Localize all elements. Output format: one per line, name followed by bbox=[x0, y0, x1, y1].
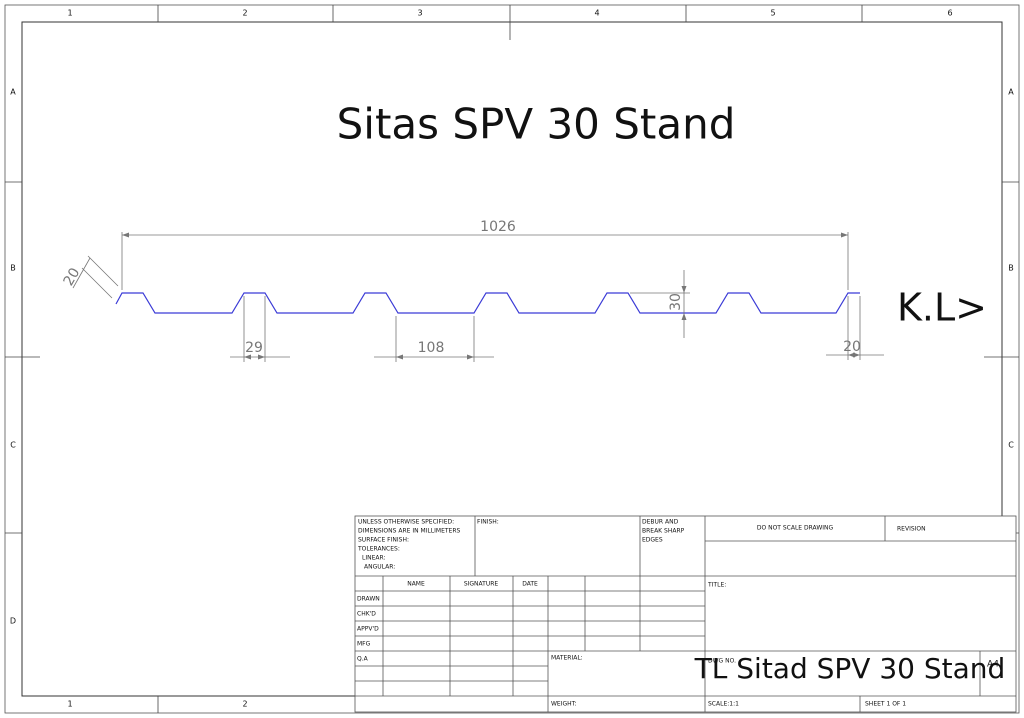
note-text: DIMENSIONS ARE IN MILLIMETERS bbox=[358, 528, 460, 535]
field-label: BREAK SHARP bbox=[642, 528, 685, 535]
drawing-title: Sitas SPV 30 Stand bbox=[337, 100, 736, 149]
zone-column-label: 2 bbox=[242, 700, 247, 709]
dimension-label: 30 bbox=[668, 293, 684, 311]
field-label: DO NOT SCALE DRAWING bbox=[757, 525, 834, 532]
profile bbox=[115, 292, 860, 314]
row-label: Q.A bbox=[357, 656, 369, 663]
dimension-arrow bbox=[244, 354, 251, 360]
field-label: FINISH: bbox=[477, 519, 499, 526]
drawing-number: TL Sitad SPV 30 Stand bbox=[694, 652, 1006, 685]
dimension-arrow bbox=[396, 354, 403, 360]
row-label: DRAWN bbox=[357, 596, 380, 603]
dimension-arrow bbox=[467, 354, 474, 360]
zone-row-label: D bbox=[10, 617, 16, 626]
dimension-arrow bbox=[122, 232, 129, 238]
title-block bbox=[354, 515, 1017, 713]
zone-row-label: B bbox=[1008, 264, 1014, 273]
note-text: TOLERANCES: bbox=[357, 546, 400, 553]
field-label: SHEET 1 OF 1 bbox=[865, 701, 906, 708]
field-label: MATERIAL: bbox=[551, 655, 583, 662]
zone-column-label: 1 bbox=[67, 700, 72, 709]
field-label: DWG NO. bbox=[708, 658, 736, 665]
extension-line bbox=[81, 267, 113, 299]
extension-line bbox=[87, 255, 119, 287]
outer-border bbox=[4, 4, 1020, 714]
note-text: LINEAR: bbox=[362, 555, 386, 562]
zone-column-label: 3 bbox=[417, 9, 422, 18]
dimension-arrow bbox=[681, 286, 687, 293]
row-label: APPV'D bbox=[357, 626, 379, 633]
dimension-label: 20 bbox=[61, 265, 84, 288]
row-label: CHK'D bbox=[357, 611, 376, 618]
dimension-label: 29 bbox=[245, 340, 263, 356]
field-label: SCALE:1:1 bbox=[708, 701, 739, 708]
column-header: NAME bbox=[407, 581, 425, 588]
zone-row-label: A bbox=[10, 88, 16, 97]
dimension-arrow bbox=[853, 352, 860, 358]
zone-column-label: 4 bbox=[594, 9, 599, 18]
zone-row-label: A bbox=[1008, 88, 1014, 97]
field-label: DEBUR AND bbox=[642, 519, 679, 526]
dimension-arrow bbox=[681, 313, 687, 320]
dimension-label: 20 bbox=[843, 339, 861, 355]
note-text: SURFACE FINISH: bbox=[358, 537, 409, 544]
column-header: SIGNATURE bbox=[464, 581, 499, 588]
zone-row-label: C bbox=[10, 441, 16, 450]
sheet-size: A4 bbox=[987, 660, 999, 670]
note-label: K.L> bbox=[897, 286, 987, 330]
field-label: WEIGHT: bbox=[551, 701, 577, 708]
field-label: REVISION bbox=[897, 526, 926, 533]
zone-column-label: 5 bbox=[770, 9, 775, 18]
zone-column-label: 1 bbox=[67, 9, 72, 18]
dimension-label: 1026 bbox=[480, 219, 516, 235]
field-label: TITLE: bbox=[707, 582, 726, 589]
column-header: DATE bbox=[522, 581, 538, 588]
dimension-line bbox=[72, 257, 91, 289]
row-label: MFG bbox=[357, 641, 371, 648]
dimension-label: 108 bbox=[418, 340, 445, 356]
dimension-arrow bbox=[258, 354, 265, 360]
zone-column-label: 2 bbox=[242, 9, 247, 18]
note-text: UNLESS OTHERWISE SPECIFIED: bbox=[358, 519, 454, 526]
zone-row-label: C bbox=[1008, 441, 1014, 450]
dimension-arrow bbox=[841, 232, 848, 238]
zone-column-label: 6 bbox=[947, 9, 952, 18]
field-label: EDGES bbox=[642, 537, 663, 544]
note-text: ANGULAR: bbox=[364, 564, 395, 571]
zone-row-label: B bbox=[10, 264, 16, 273]
